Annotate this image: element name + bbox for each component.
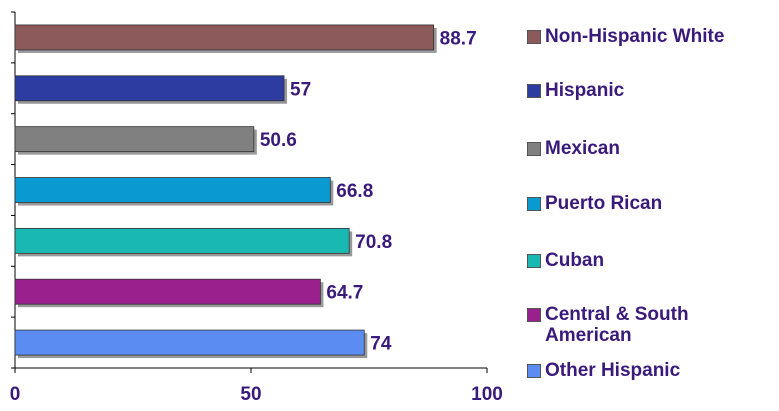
- legend-label: Cuban: [545, 250, 605, 271]
- legend-label: Hispanic: [545, 80, 625, 101]
- legend-swatch: [527, 364, 541, 378]
- bar: [14, 278, 321, 305]
- legend-label: Central & South American: [545, 304, 689, 346]
- legend-swatch: [527, 308, 541, 322]
- data-label: 50.6: [260, 130, 297, 151]
- legend-item: Hispanic: [527, 80, 742, 101]
- legend-swatch: [527, 197, 541, 211]
- legend-label: Other Hispanic: [545, 360, 681, 381]
- bar: [14, 329, 365, 356]
- bar: [14, 24, 435, 51]
- legend-item: Other Hispanic: [527, 360, 742, 381]
- data-label: 64.7: [326, 283, 363, 304]
- legend-swatch: [527, 254, 541, 268]
- legend-item: Puerto Rican: [527, 193, 742, 214]
- data-label: 88.7: [440, 28, 477, 49]
- bar: [14, 75, 285, 102]
- bar: [14, 227, 350, 254]
- data-label: 74: [370, 334, 392, 355]
- legend-swatch: [527, 84, 541, 98]
- legend-label: Puerto Rican: [545, 193, 663, 214]
- legend-item: Non-Hispanic White: [527, 26, 742, 47]
- data-label: 70.8: [355, 232, 392, 253]
- legend-label: Non-Hispanic White: [545, 26, 725, 47]
- legend-swatch: [527, 30, 541, 44]
- bar: [14, 126, 255, 153]
- legend-item: Central & South American: [527, 304, 742, 346]
- legend-item: Mexican: [527, 138, 742, 159]
- legend-label: Mexican: [545, 138, 620, 159]
- legend-item: Cuban: [527, 250, 742, 271]
- legend-swatch: [527, 142, 541, 156]
- bar: [14, 177, 331, 203]
- x-tick-label: 50: [240, 384, 261, 405]
- data-label: 66.8: [336, 181, 373, 202]
- x-tick-label: 100: [471, 384, 503, 405]
- data-label: 57: [290, 79, 311, 100]
- x-tick-label: 0: [10, 384, 21, 405]
